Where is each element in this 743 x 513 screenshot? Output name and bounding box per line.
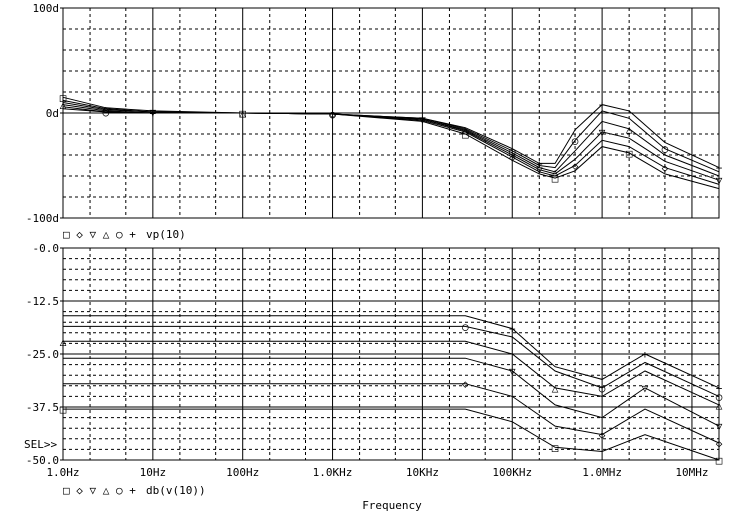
series-marker: + [716, 162, 723, 175]
y-tick-label: -0.0 [33, 242, 60, 255]
series-line [62, 96, 720, 190]
series-marker: □ [626, 147, 633, 160]
x-tick-labels: 1.0Hz 10Hz 100Hz 1.0KHz 10KHz 100KHz 1.0MHz 10M… [46, 466, 708, 479]
series-marker: + [599, 99, 606, 112]
series-marker: ▽ [716, 174, 723, 187]
series-line [63, 408, 720, 461]
x-tick-label: 10KHz [406, 466, 439, 479]
phase-grid [63, 8, 719, 218]
series-marker: ○ [329, 108, 336, 121]
x-tick-label: 10MHz [675, 466, 708, 479]
series-marker: ▽ [150, 106, 157, 119]
series-marker: ◇ [103, 103, 110, 116]
magnitude-legend-symbols: □ ◇ ▽ △ ○ + [63, 484, 136, 497]
series-marker: △ [60, 99, 67, 112]
series-marker: ◇ [599, 429, 606, 442]
series-marker: + [150, 107, 157, 120]
series-marker: △ [552, 382, 559, 395]
series-marker: △ [552, 166, 559, 179]
series-line [62, 104, 720, 177]
series-marker: ○ [509, 145, 516, 158]
series-marker: ▽ [599, 126, 606, 139]
series-marker: + [642, 348, 649, 361]
y-tick-label: 100d [33, 2, 60, 15]
series-marker: □ [552, 441, 559, 454]
series-marker: ○ [599, 382, 606, 395]
series-line [63, 383, 720, 444]
series-marker: ○ [662, 143, 669, 156]
y-tick-label: -12.5 [26, 295, 59, 308]
magnitude-y-ticks: -0.0 -12.5 -25.0 -37.5 -50.0 [26, 242, 63, 467]
series-marker: ▽ [716, 420, 723, 433]
series-marker: △ [716, 399, 723, 412]
series-marker: ▽ [642, 382, 649, 395]
series-marker: ○ [716, 390, 723, 403]
x-axis-label: Frequency [362, 499, 422, 512]
series-marker: ◇ [509, 151, 516, 164]
y-tick-label: -37.5 [26, 401, 59, 414]
x-tick-label: 100KHz [492, 466, 532, 479]
x-tick-label: 1.0KHz [313, 466, 353, 479]
x-tick-label: 10Hz [140, 466, 167, 479]
y-tick-label: -50.0 [26, 454, 59, 467]
sel-marker: SEL>> [24, 438, 57, 451]
series-marker: + [419, 112, 426, 125]
magnitude-legend-expr: db(v(10)) [146, 484, 206, 497]
magnitude-series: □□□◇◇◇▽▽▽△△△○○○+++ [60, 315, 723, 467]
magnitude-panel: -0.0-12.5-25.0-37.5-50.0 □□□◇◇◇▽▽▽△△△○○○… [24, 242, 723, 497]
series-marker: □ [716, 454, 723, 467]
phase-series: □□□□□◇ ◇◇◇ ◇▽▽▽▽▽△△△△△○ ○○○○+ ++++ [60, 91, 723, 190]
series-marker: △ [60, 335, 67, 348]
phase-legend-expr: vp(10) [146, 228, 186, 241]
series-marker: ▽ [536, 164, 543, 177]
magnitude-legend: □ ◇ ▽ △ ○ + db(v(10)) [63, 484, 206, 497]
y-tick-label: 0d [46, 107, 59, 120]
magnitude-grid [63, 248, 719, 460]
series-marker: △ [462, 124, 469, 137]
series-line [62, 102, 720, 181]
series-marker: ○ [572, 134, 579, 147]
series-line [63, 315, 720, 389]
series-marker: ▽ [509, 365, 516, 378]
y-tick-label: -25.0 [26, 348, 59, 361]
series-marker: □ [60, 403, 67, 416]
phase-legend-symbols: □ ◇ ▽ △ ○ + [63, 228, 136, 241]
series-marker: ◇ [662, 162, 669, 175]
series-line [63, 357, 720, 427]
series-line [63, 340, 720, 406]
series-marker: + [509, 323, 516, 336]
series-marker: ◇ [716, 437, 723, 450]
phase-y-ticks: 100d 0d -100d [26, 2, 63, 225]
series-marker: ◇ [329, 108, 336, 121]
x-tick-label: 1.0Hz [46, 466, 79, 479]
series-marker: ○ [462, 320, 469, 333]
series-marker: □ [552, 172, 559, 185]
x-tick-label: 100Hz [226, 466, 259, 479]
series-line [63, 325, 720, 397]
phase-legend: □ ◇ ▽ △ ○ + vp(10) [63, 228, 186, 241]
y-tick-label: -100d [26, 212, 59, 225]
x-tick-label: 1.0MHz [582, 466, 622, 479]
series-marker: □ [60, 91, 67, 104]
series-marker: □ [462, 128, 469, 141]
series-line [62, 104, 720, 169]
series-marker: + [536, 157, 543, 170]
series-marker: ◇ [462, 378, 469, 391]
series-marker: + [716, 382, 723, 395]
series-marker: ◇ [572, 160, 579, 173]
series-marker: △ [626, 123, 633, 136]
